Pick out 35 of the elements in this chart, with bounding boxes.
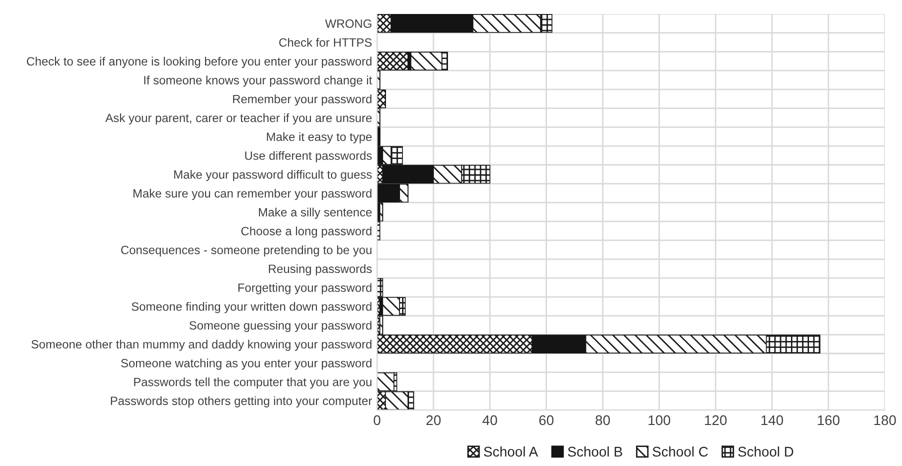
legend-label: School A xyxy=(484,446,538,457)
x-tick-label: 160 xyxy=(818,415,840,426)
y-tick-label: Make it easy to type xyxy=(266,132,372,144)
y-tick-label: Choose a long password xyxy=(241,226,372,238)
y-tick-label: Passwords tell the computer that you are you xyxy=(134,377,372,389)
y-tick-label: Someone guessing your password xyxy=(189,320,372,332)
y-tick-label: Reusing passwords xyxy=(268,264,372,276)
x-tick-label: 0 xyxy=(374,415,380,426)
x-tick-label: 180 xyxy=(874,415,896,426)
y-tick-label: Check to see if anyone is looking before you enter your password xyxy=(26,56,372,68)
legend-label: School D xyxy=(738,446,794,457)
y-tick-label: Make sure you can remember your password xyxy=(134,188,372,200)
y-tick-label: Ask your parent, carer or teacher if you are unsure xyxy=(105,113,372,125)
legend-label: School C xyxy=(652,446,708,457)
y-tick-label: Passwords stop others getting into your computer xyxy=(110,396,372,408)
y-tick-label: Make your password difficult to guess xyxy=(174,170,372,182)
y-tick-label: WRONG xyxy=(325,19,372,28)
x-tick-label: 120 xyxy=(705,415,727,426)
x-tick-label: 60 xyxy=(539,415,554,426)
legend-label: School B xyxy=(568,446,622,457)
y-tick-label: If someone knows your password change it xyxy=(144,76,372,87)
y-tick-label: Consequences - someone pretending to be you xyxy=(121,245,372,257)
x-tick-label: 40 xyxy=(482,415,498,426)
x-tick-label: 100 xyxy=(648,415,670,426)
y-tick-label: Make a silly sentence xyxy=(258,208,372,219)
x-tick-label: 20 xyxy=(426,415,441,426)
y-tick-label: Someone watching as you enter your password xyxy=(121,358,372,370)
y-tick-label: Forgetting your password xyxy=(238,283,372,294)
y-tick-label: Someone finding your written down password xyxy=(132,302,372,314)
x-tick-label: 140 xyxy=(761,415,784,426)
y-tick-label: Remember your password xyxy=(233,94,372,106)
x-tick-label: 80 xyxy=(596,415,610,426)
y-tick-label: Check for HTTPS xyxy=(279,38,372,47)
y-tick-label: Someone other than mummy and daddy knowing your password xyxy=(31,340,372,351)
y-tick-label: Use different passwords xyxy=(245,151,372,162)
